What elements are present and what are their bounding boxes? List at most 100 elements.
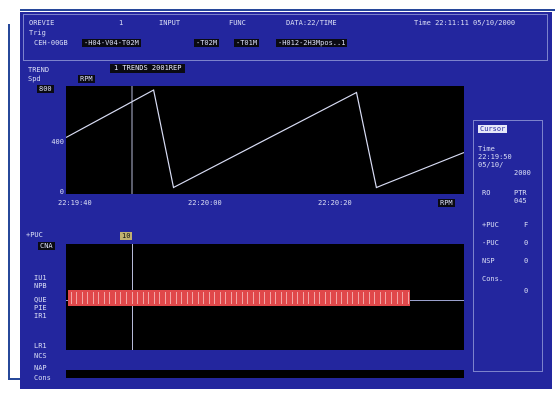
side-row-3-label: +PUC	[482, 221, 499, 229]
tab-trends[interactable]: 1 TRENDS 2001REP	[110, 64, 186, 73]
side-row-5-value: 0	[524, 257, 529, 265]
event-tick	[131, 292, 133, 304]
header-item-1: CEH-00GB	[34, 39, 68, 47]
event-tick	[153, 292, 155, 304]
event-tick	[236, 292, 238, 304]
event-label-ir1: IR1	[34, 312, 47, 320]
event-tick	[264, 292, 265, 304]
event-tick	[363, 292, 365, 304]
x-label-3: 22:20:20	[318, 199, 352, 207]
side-line-3: 05/10/	[478, 161, 504, 169]
event-tick	[341, 292, 343, 304]
event-tick	[280, 292, 282, 304]
side-line-1: Time	[478, 145, 495, 153]
bottom-strip	[66, 370, 464, 378]
event-tick	[241, 292, 243, 304]
y-label-400: 400	[51, 138, 64, 146]
side-info-panel: Cursor Time 22:19:50 05/10/ 2000 RO PTR …	[473, 120, 543, 372]
event-tick	[120, 292, 122, 304]
event-tick	[391, 292, 392, 304]
side-row-4-value: 0	[524, 239, 529, 247]
header-channel: 1	[119, 19, 124, 27]
event-tick	[159, 292, 161, 304]
event-label-nap: NAP	[34, 364, 47, 372]
header-input: INPUT	[159, 19, 181, 27]
event-tick	[170, 292, 172, 304]
event-bar-strip	[68, 290, 411, 306]
header-mode: OREVIE	[29, 19, 55, 27]
event-tick	[269, 292, 271, 304]
frame-line-bottom	[8, 378, 22, 380]
side-row-1-value: PTR	[514, 189, 527, 197]
event-tick	[81, 292, 83, 304]
side-row-4-label: -PUC	[482, 239, 499, 247]
event-tick	[225, 292, 227, 304]
sub-chip: RPM	[78, 75, 95, 83]
event-tick	[258, 292, 260, 304]
event-tick	[308, 292, 310, 304]
side-row-6-label: Cons.	[482, 275, 504, 283]
x-label-1: 22:19:40	[58, 199, 92, 207]
event-tick	[396, 292, 398, 304]
event-tick	[203, 292, 205, 304]
event-label-que: QUE	[34, 296, 47, 304]
event-tick	[330, 292, 332, 304]
side-line-4: 2000	[514, 169, 531, 177]
event-tick	[379, 292, 381, 304]
lower-left-chip: CNA	[38, 242, 55, 250]
event-label-iu1: IU1	[34, 274, 47, 282]
side-row-1-label: RO	[482, 189, 491, 197]
y-label-0: 0	[59, 188, 64, 196]
sub-label: Spd	[28, 75, 41, 83]
event-tick	[186, 292, 188, 304]
event-plot-area	[66, 244, 464, 350]
side-line-2: 22:19:50	[478, 153, 512, 161]
event-tick	[352, 292, 354, 304]
event-tick	[181, 292, 183, 304]
event-tick	[114, 292, 116, 304]
event-tick	[402, 292, 403, 304]
x-label-2: 22:20:00	[188, 199, 222, 207]
event-tick	[148, 292, 149, 304]
unit-chip: RPM	[438, 199, 455, 207]
event-tick	[92, 292, 94, 304]
header-func: FUNC	[229, 19, 246, 27]
cursor-chip[interactable]: 10	[120, 232, 133, 240]
side-cursor-chip[interactable]: Cursor	[478, 125, 508, 133]
event-tick	[247, 292, 249, 304]
frame-line-left	[8, 24, 10, 380]
event-tick	[103, 292, 105, 304]
event-label-lr1: LR1	[34, 342, 47, 350]
event-tick	[109, 292, 111, 304]
event-tick	[192, 292, 194, 304]
event-tick	[297, 292, 299, 304]
side-row-3-value: F	[524, 221, 529, 229]
event-tick	[142, 292, 144, 304]
header-item-4: -T01M	[234, 39, 260, 47]
event-tick	[335, 292, 337, 304]
event-tick	[313, 292, 315, 304]
side-row-5-label: NSP	[482, 257, 495, 265]
event-tick	[76, 292, 78, 304]
trend-series-line	[66, 89, 464, 189]
header-item-2: -H04-V04-T02M	[82, 39, 141, 47]
event-tick	[374, 292, 376, 304]
side-row-2-value: 045	[514, 197, 527, 205]
header-panel: OREVIE 1 INPUT FUNC DATA:22/TIME Time 22…	[23, 14, 548, 61]
event-tick	[286, 292, 288, 304]
event-tick	[407, 292, 409, 304]
event-tick	[137, 292, 138, 304]
event-tick	[208, 292, 210, 304]
event-tick	[319, 292, 321, 304]
event-tick	[357, 292, 359, 304]
event-tick	[197, 292, 199, 304]
event-tick	[164, 292, 166, 304]
trend-chart-svg	[66, 86, 464, 194]
header-data: DATA:22/TIME	[286, 19, 337, 27]
side-row-6-value: 0	[524, 287, 529, 295]
event-tick	[385, 292, 387, 304]
header-timestamp: Time 22:11:11 05/10/2000	[414, 19, 516, 27]
header-item-5: -H012-2H3Mpos..1	[276, 39, 348, 47]
event-tick	[219, 292, 221, 304]
header-item-3: -T02M	[194, 39, 220, 47]
